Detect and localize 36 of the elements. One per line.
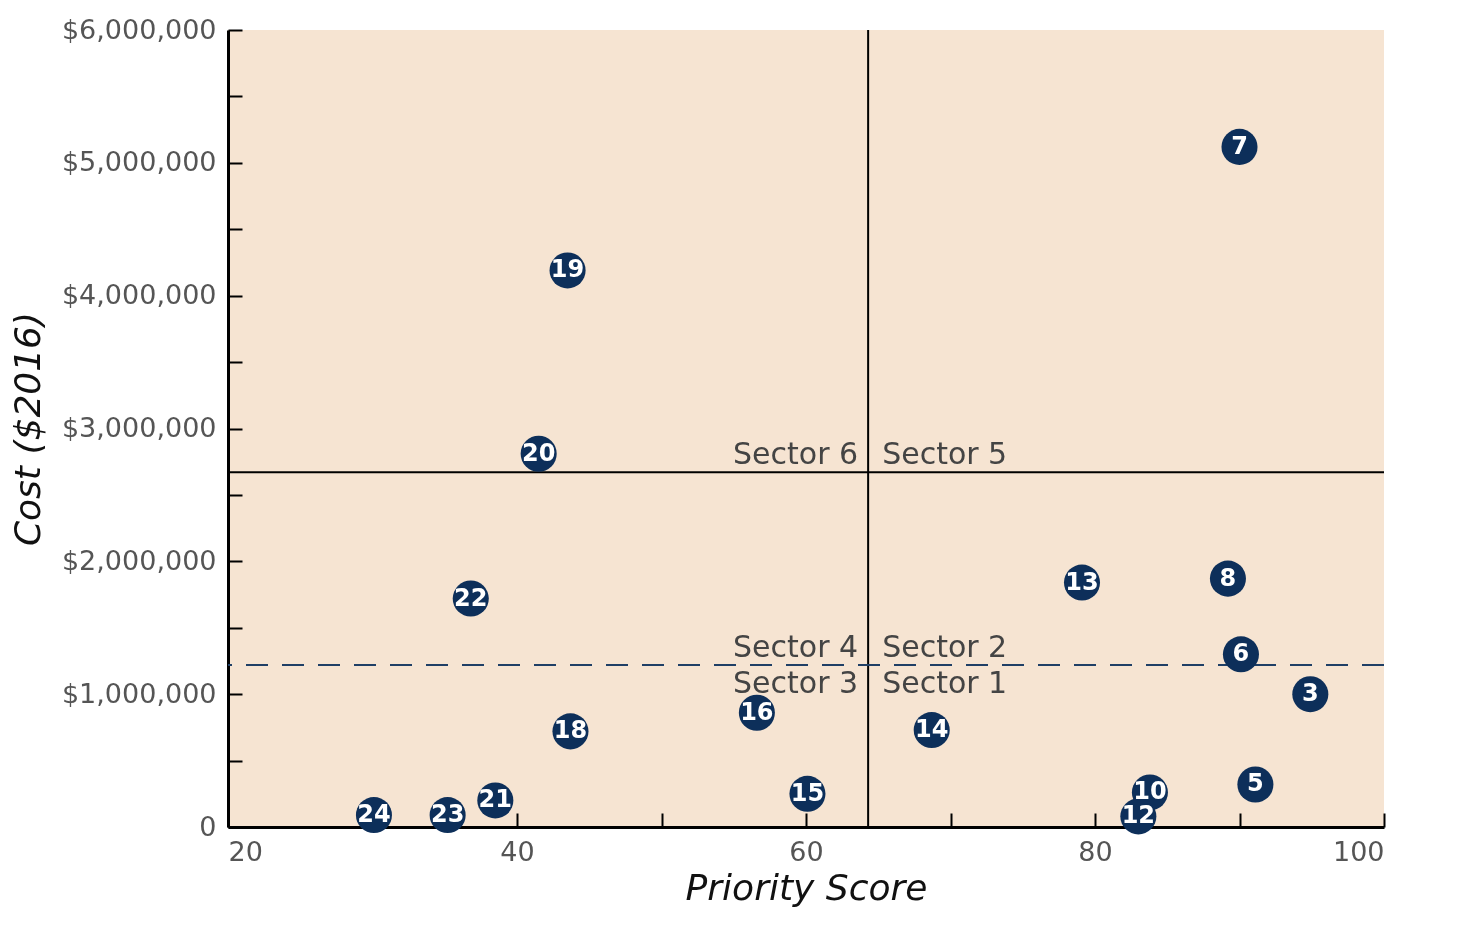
x-tick-label: 100 — [1332, 835, 1385, 867]
y-tick-label: $3,000,000 — [61, 412, 217, 443]
annotation: 19 — [550, 255, 585, 284]
annotation: Sector 6 — [733, 436, 859, 472]
annotation: 24 — [357, 800, 391, 829]
annotation: 20 — [521, 438, 556, 467]
annotation: 22 — [454, 583, 488, 612]
x-tick-label: 80 — [1078, 835, 1113, 867]
x-tick-label: 60 — [789, 835, 824, 867]
y-tick-label: $5,000,000 — [61, 146, 217, 178]
x-axis-title: Priority Score — [685, 866, 928, 908]
annotation: 21 — [478, 785, 513, 814]
y-tick-label: 0 — [199, 810, 217, 842]
annotation: 16 — [740, 697, 774, 726]
y-tick-label: $4,000,000 — [61, 279, 217, 311]
annotation: Sector 2 — [882, 628, 1008, 664]
annotation: 6 — [1232, 639, 1250, 668]
y-tick-label: $6,000,000 — [61, 13, 217, 45]
annotation: 7 — [1231, 131, 1248, 160]
annotation: 15 — [790, 778, 825, 807]
y-tick-label: $1,000,000 — [61, 677, 217, 709]
y-tick-label: $2,000,000 — [61, 544, 217, 576]
x-tick-label: 40 — [500, 835, 535, 867]
annotation: 8 — [1219, 563, 1237, 592]
x-tick-label: 20 — [228, 835, 263, 867]
annotation: Sector 4 — [733, 628, 859, 664]
annotation: 23 — [430, 800, 465, 829]
annotation: 13 — [1065, 567, 1099, 596]
annotation: Sector 5 — [882, 436, 1008, 472]
annotation: 3 — [1301, 679, 1319, 708]
annotation: 5 — [1247, 769, 1264, 798]
annotation: Sector 1 — [882, 664, 1008, 700]
annotation: 18 — [553, 716, 588, 745]
y-axis-title: Cost ($2016) — [6, 311, 48, 547]
annotation: 14 — [915, 715, 949, 744]
annotation: Sector 3 — [733, 664, 859, 700]
